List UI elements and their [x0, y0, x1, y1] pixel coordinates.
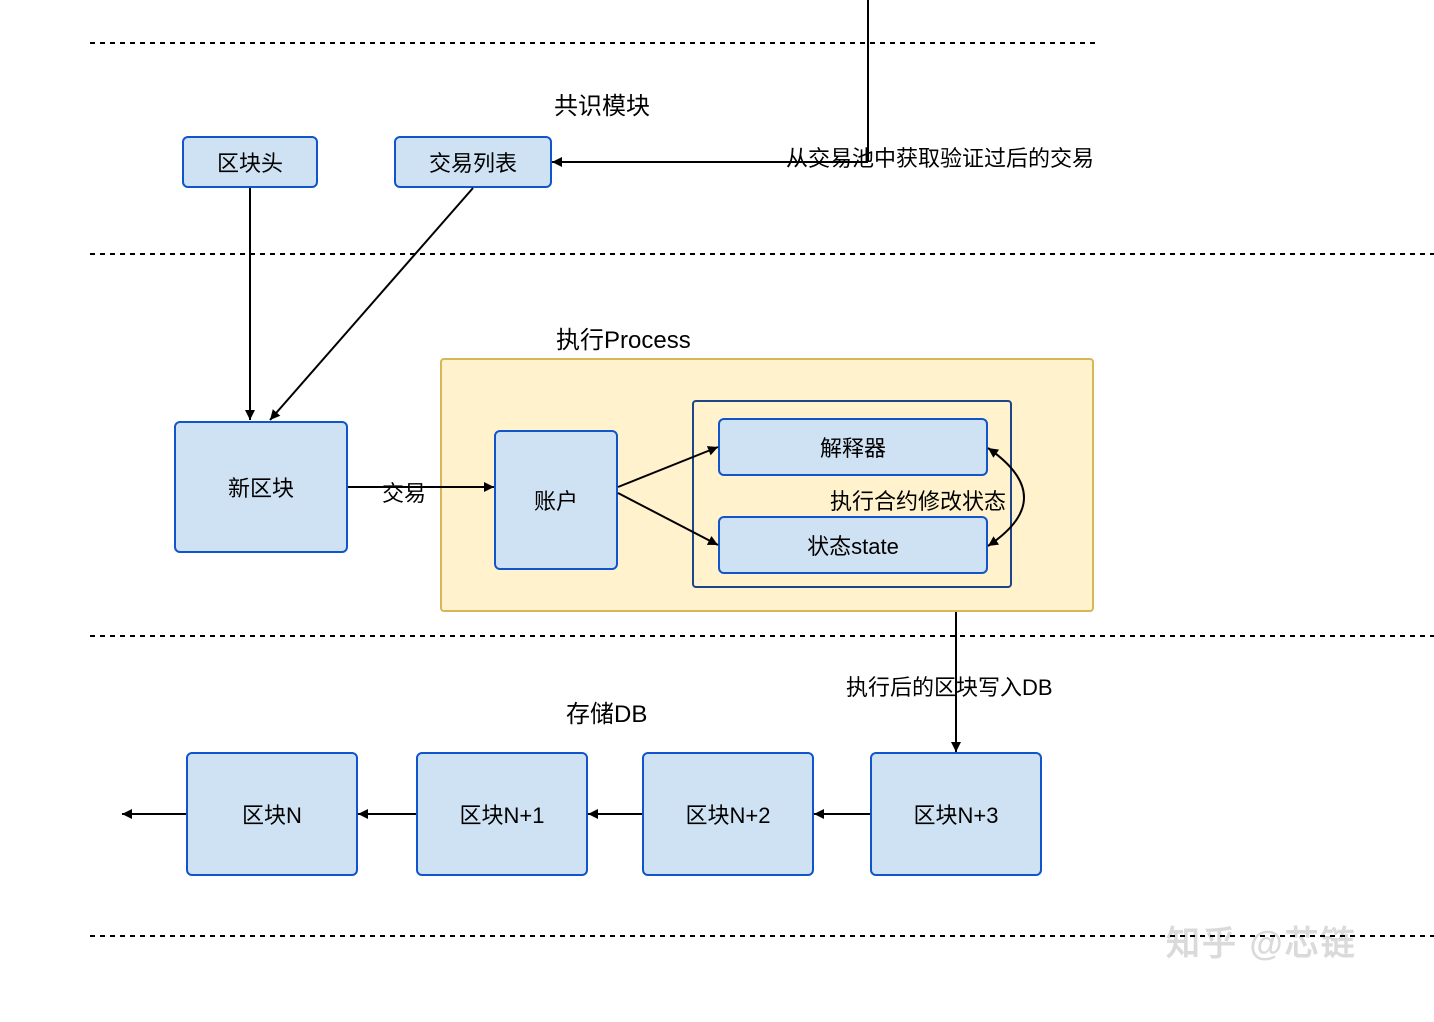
node-label: 解释器 [820, 431, 886, 463]
label-from-pool: 从交易池中获取验证过后的交易 [786, 141, 1094, 173]
label-write-db: 执行后的区块写入DB [846, 670, 1053, 702]
node-label: 交易列表 [429, 146, 517, 178]
node-label: 新区块 [228, 471, 294, 503]
node-state: 状态state [718, 516, 988, 574]
node-block-n3: 区块N+3 [870, 752, 1042, 876]
node-block-n: 区块N [186, 752, 358, 876]
node-label: 区块头 [217, 146, 283, 178]
label-exec-contract: 执行合约修改状态 [830, 484, 1006, 516]
title-storage: 存储DB [566, 694, 647, 729]
node-label: 区块N+3 [914, 798, 999, 830]
node-block-n2: 区块N+2 [642, 752, 814, 876]
node-account: 账户 [494, 430, 618, 570]
label-tx: 交易 [382, 476, 426, 508]
title-process: 执行Process [556, 320, 691, 355]
node-label: 账户 [534, 484, 578, 516]
watermark: 知乎 @芯链 [1166, 916, 1357, 965]
node-label: 区块N+1 [460, 798, 545, 830]
node-tx-list: 交易列表 [394, 136, 552, 188]
title-consensus: 共识模块 [554, 86, 650, 121]
node-block-header: 区块头 [182, 136, 318, 188]
node-label: 区块N [242, 798, 302, 830]
node-label: 状态state [807, 529, 899, 561]
node-block-n1: 区块N+1 [416, 752, 588, 876]
diagram-stage: 共识模块 执行Process 虚拟机 存储DB 区块头 交易列表 新区块 账户 … [0, 0, 1434, 1022]
node-new-block: 新区块 [174, 421, 348, 553]
node-label: 区块N+2 [686, 798, 771, 830]
node-interpreter: 解释器 [718, 418, 988, 476]
